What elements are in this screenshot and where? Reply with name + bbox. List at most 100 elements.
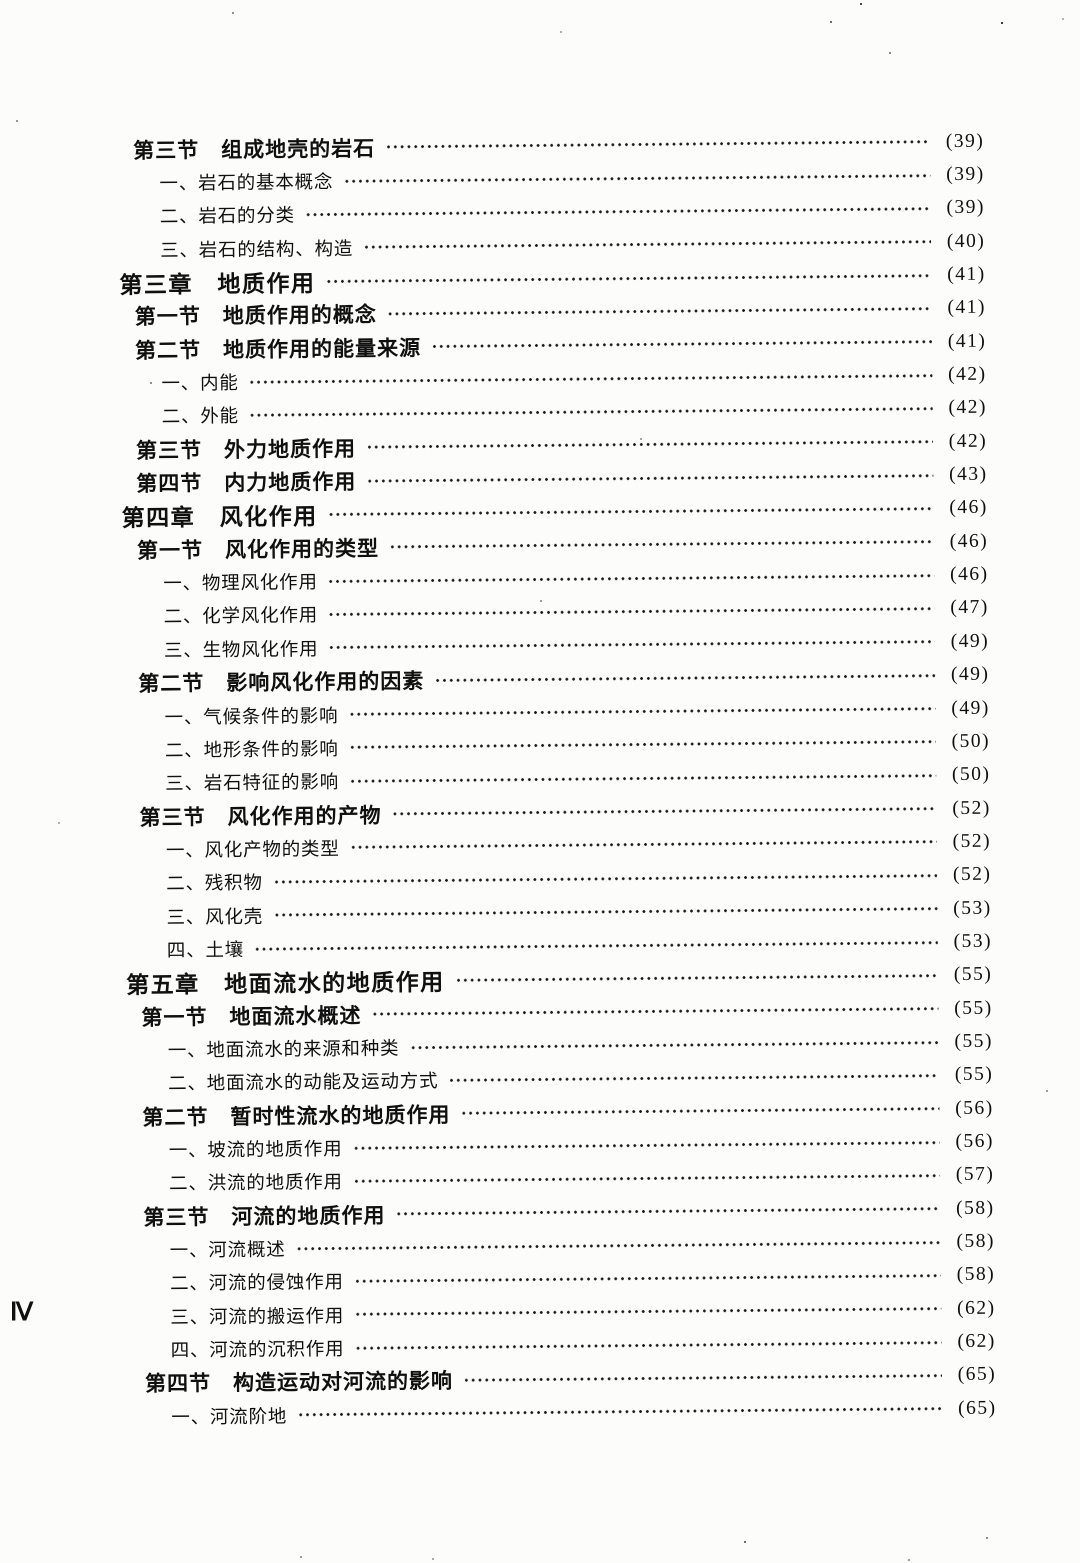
dot-leader <box>354 1332 942 1358</box>
dot-leader <box>386 298 932 324</box>
dot-leader <box>272 898 938 926</box>
toc-entry-label: 三、生物风化作用 <box>163 637 319 661</box>
dot-leader <box>352 1132 940 1158</box>
toc-entry-label: 一、河流概述 <box>169 1238 286 1261</box>
toc-entry-page: (41) <box>947 297 987 319</box>
toc-entry-page: (62) <box>957 1330 996 1353</box>
dot-leader <box>353 1298 942 1325</box>
dot-leader <box>328 632 936 658</box>
toc-entry-page: (49) <box>950 663 990 686</box>
toc-entry-label: 二、外能 <box>161 405 240 428</box>
dot-leader <box>348 698 936 725</box>
toc-entry-label: 一、坡流的地质作用 <box>168 1137 343 1161</box>
scan-noise-specks <box>0 0 2 2</box>
toc-entry-page: (42) <box>948 430 988 452</box>
toc-entry-label: 第四节 构造运动对河流的影响 <box>144 1370 454 1397</box>
toc-entry-page: (50) <box>951 730 991 752</box>
dot-leader <box>325 265 932 292</box>
toc-entry-label: 三、岩石特征的影响 <box>165 771 340 794</box>
dot-leader <box>448 1065 940 1091</box>
toc-entry-label: 第二节 暂时性流水的地质作用 <box>142 1103 451 1130</box>
toc-entry-label: 三、风化壳 <box>166 905 264 928</box>
toc-entry-label: 四、土壤 <box>166 938 245 961</box>
toc-entry-label: 二、河流的侵蚀作用 <box>169 1271 344 1294</box>
toc-entry-page: (47) <box>950 597 989 619</box>
toc-entry-label: 一、内能 <box>161 371 239 394</box>
dot-leader <box>327 565 935 592</box>
toc-entry-page: (39) <box>946 197 986 219</box>
toc-entry-page: (46) <box>949 497 988 519</box>
toc-entry-label: 二、残积物 <box>166 871 263 894</box>
dot-leader <box>348 765 937 792</box>
dot-leader <box>353 1265 942 1292</box>
toc-entry-page: (55) <box>954 1063 994 1086</box>
toc-entry-label: 第五章 地面流水的地质作用 <box>126 969 445 999</box>
toc-entry-label: 第三章 地质作用 <box>119 270 316 299</box>
dot-leader <box>385 131 931 158</box>
dot-leader <box>434 665 936 691</box>
dot-leader <box>430 331 933 357</box>
toc-entry-page: (42) <box>948 363 987 386</box>
toc-entry-label: 第一节 风化作用的类型 <box>136 537 380 563</box>
toc-entry-page: (56) <box>955 1130 995 1152</box>
toc-entry-page: (46) <box>949 530 989 552</box>
toc-entry-label: 二、地面流水的动能及运动方式 <box>168 1070 439 1094</box>
toc-entry-page: (56) <box>955 1097 994 1119</box>
toc-entry-label: 第三节 组成地壳的岩石 <box>133 137 376 163</box>
toc-entry-page: (49) <box>950 630 990 652</box>
dot-leader <box>349 832 937 858</box>
dot-leader <box>348 732 936 758</box>
toc-entry-label: 一、风化产物的类型 <box>165 837 340 861</box>
dot-leader <box>371 998 939 1025</box>
dot-leader <box>327 498 934 525</box>
toc-entry-label: 四、河流的沉积作用 <box>170 1337 345 1361</box>
toc-entry: 一、河流阶地 (65) <box>130 1392 1006 1434</box>
toc-entry-page: (53) <box>953 930 993 952</box>
toc-entry-label: 第四节 内力地质作用 <box>136 470 357 496</box>
toc-list: 第三节 组成地壳的岩石 (39) 一、岩石的基本概念 (39) 二、岩石的分类 … <box>118 125 1006 1434</box>
dot-leader <box>395 1198 941 1225</box>
toc-entry-label: 一、岩石的基本概念 <box>159 170 334 194</box>
toc-entry-page: (58) <box>956 1263 996 1286</box>
toc-entry-label: 一、气候条件的影响 <box>164 704 339 728</box>
dot-leader <box>327 598 935 625</box>
toc-entry-label: 二、化学风化作用 <box>163 604 319 628</box>
toc-entry-label: 二、地形条件的影响 <box>164 737 339 761</box>
toc-entry-label: 三、河流的搬运作用 <box>170 1304 345 1328</box>
page-folio: Ⅳ <box>10 1299 34 1326</box>
toc-entry-page: (41) <box>947 263 986 286</box>
toc-entry-label: 第三节 风化作用的产物 <box>139 804 382 830</box>
toc-entry-label: 一、河流阶地 <box>171 1405 288 1428</box>
toc-entry-page: (58) <box>956 1197 995 1219</box>
dot-leader <box>343 165 931 191</box>
toc-entry-page: (43) <box>948 463 988 486</box>
dot-leader <box>272 865 938 892</box>
toc-entry-label: 二、洪流的地质作用 <box>168 1171 343 1194</box>
toc-entry-page: (40) <box>946 230 986 252</box>
dot-leader <box>295 1232 941 1259</box>
toc-entry-page: (57) <box>955 1163 995 1186</box>
toc-entry-label: 第二节 影响风化作用的因素 <box>138 670 425 697</box>
dot-leader <box>248 398 933 426</box>
toc-entry-page: (39) <box>946 163 985 186</box>
toc-entry-label: 第二节 地质作用的能量来源 <box>134 336 422 363</box>
dot-leader <box>454 965 939 991</box>
toc-entry-label: 二、岩石的分类 <box>159 204 296 227</box>
toc-entry-label: 第三节 外力地质作用 <box>135 437 357 463</box>
toc-entry-page: (42) <box>948 397 988 419</box>
toc-entry-page: (65) <box>957 1364 997 1386</box>
dot-leader <box>248 365 933 392</box>
toc-entry-page: (52) <box>952 830 992 852</box>
toc-entry-page: (55) <box>954 1030 994 1052</box>
dot-leader <box>460 1098 940 1124</box>
toc-entry-label: 一、物理风化作用 <box>163 571 318 594</box>
toc-entry-page: (39) <box>945 130 985 152</box>
dot-leader <box>409 1032 939 1058</box>
dot-leader <box>304 198 931 225</box>
dot-leader <box>391 798 937 824</box>
toc-entry-label: 第三节 河流的地质作用 <box>143 1204 386 1230</box>
toc-entry-page: (55) <box>953 963 993 986</box>
toc-entry-page: (50) <box>951 763 991 786</box>
dot-leader <box>366 465 934 491</box>
